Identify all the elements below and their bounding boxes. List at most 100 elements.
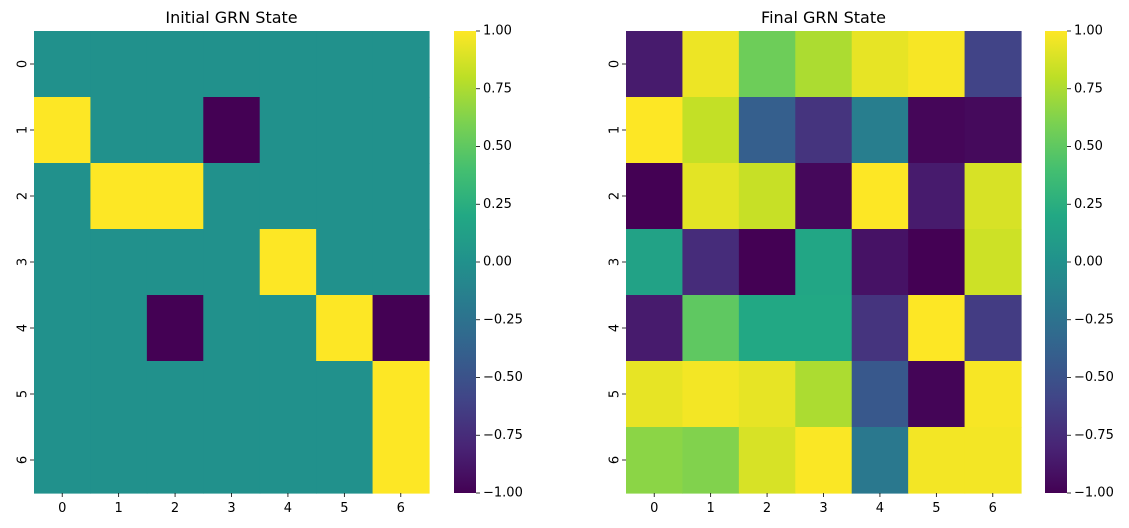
colorbar-tick-label: 1.00 [1074,24,1103,39]
y-tick-label: 6 [16,456,31,464]
heatmap-cell-3-2 [738,229,796,296]
heatmap-cell-0-0 [626,31,684,98]
y-tick-label: 6 [608,456,623,464]
heatmap-cell-2-6 [372,163,430,230]
colorbar-tick-label: −0.50 [483,370,523,385]
colorbar [1045,31,1067,493]
colorbar-tick-label: −0.25 [483,312,523,327]
heatmap-cell-3-6 [964,229,1022,296]
heatmap-cell-2-4 [851,163,909,230]
heatmap-cell-3-0 [34,229,92,296]
heatmap-cell-0-6 [964,31,1022,98]
heatmap-cell-3-5 [316,229,374,296]
y-tick-label: 3 [608,258,623,266]
x-tick-label: 4 [876,501,884,516]
heatmap-cell-6-3 [203,427,261,494]
heatmap-cell-6-6 [372,427,430,494]
heatmap-cell-6-5 [908,427,966,494]
heatmap-cell-3-1 [90,229,148,296]
colorbar-tick-label: 0.25 [1074,197,1103,212]
heatmap-cell-0-0 [34,31,92,98]
heatmap-cell-1-0 [34,97,92,164]
y-tick-label: 2 [608,192,623,200]
colorbar-tick-label: −1.00 [1074,486,1114,501]
heatmap-cell-0-1 [90,31,148,98]
colorbar-tick-label: 0.00 [483,255,512,270]
heatmap-cell-1-6 [372,97,430,164]
heatmap-cell-5-6 [964,361,1022,428]
heatmap-cell-1-5 [316,97,374,164]
heatmap-cell-4-6 [372,295,430,362]
heatmap-cell-3-5 [908,229,966,296]
x-tick-label: 2 [763,501,771,516]
heatmap-cell-4-2 [738,295,796,362]
heatmap-cell-3-1 [682,229,740,296]
heatmap-cell-6-2 [146,427,204,494]
y-tick-label: 1 [16,126,31,134]
heatmap-cell-5-2 [146,361,204,428]
colorbar-tick-label: 0.75 [1074,81,1103,96]
heatmap-cell-3-4 [851,229,909,296]
heatmap-cell-3-3 [795,229,853,296]
x-tick-label: 3 [819,501,827,516]
heatmap-cell-2-3 [203,163,261,230]
heatmap-cell-3-3 [203,229,261,296]
heatmap-cell-0-6 [372,31,430,98]
heatmap-cell-6-3 [795,427,853,494]
heatmap-cell-1-4 [259,97,317,164]
chart-title: Initial GRN State [165,8,297,27]
heatmap-cell-4-5 [316,295,374,362]
x-tick-label: 3 [227,501,235,516]
heatmap-cell-2-5 [908,163,966,230]
colorbar [454,31,476,493]
heatmap-cell-6-0 [34,427,92,494]
x-tick-label: 6 [989,501,997,516]
x-tick-label: 6 [397,501,405,516]
heatmap-cell-5-0 [34,361,92,428]
colorbar-tick-label: 0.25 [483,197,512,212]
y-tick-label: 5 [16,390,31,398]
heatmap-cell-4-3 [203,295,261,362]
x-tick-label: 1 [115,501,123,516]
colorbar-tick-label: 0.50 [1074,139,1103,154]
y-tick-label: 0 [608,60,623,68]
heatmap-cell-2-3 [795,163,853,230]
colorbar-tick-label: 1.00 [483,24,512,39]
heatmap-cell-5-1 [682,361,740,428]
heatmap-cell-0-3 [795,31,853,98]
heatmap-cell-4-6 [964,295,1022,362]
x-tick-label: 5 [932,501,940,516]
heatmap-cell-0-3 [203,31,261,98]
heatmap-cell-0-4 [259,31,317,98]
colorbar-tick-label: 0.75 [483,81,512,96]
heatmap-cell-5-5 [316,361,374,428]
heatmap-cell-2-6 [964,163,1022,230]
x-tick-label: 1 [707,501,715,516]
heatmap-cell-2-4 [259,163,317,230]
chart-title: Final GRN State [761,8,886,27]
heatmap-panel-1: Final GRN State 0 1 2 3 4 5 6 0 1 2 3 4 5 6 1.00 0.75 0.5… [608,8,1114,516]
y-tick-label: 2 [16,192,31,200]
heatmap-cell-2-1 [682,163,740,230]
heatmap-cell-5-4 [259,361,317,428]
heatmap-cell-6-2 [738,427,796,494]
heatmap-cell-4-4 [851,295,909,362]
x-tick-label: 0 [58,501,66,516]
heatmap-cell-1-1 [90,97,148,164]
heatmap-cell-0-2 [738,31,796,98]
heatmap-cell-5-5 [908,361,966,428]
heatmap-cell-1-1 [682,97,740,164]
heatmap-cell-2-0 [626,163,684,230]
heatmap-cell-4-4 [259,295,317,362]
heatmap-cell-1-3 [795,97,853,164]
heatmap-cell-2-2 [146,163,204,230]
y-tick-label: 4 [16,324,31,332]
y-tick-label: 4 [608,324,623,332]
y-tick-label: 1 [608,126,623,134]
heatmap-cell-5-6 [372,361,430,428]
colorbar-tick-label: −0.75 [483,428,523,443]
heatmap-cell-0-5 [908,31,966,98]
heatmap-cell-6-5 [316,427,374,494]
y-tick-label: 5 [608,390,623,398]
